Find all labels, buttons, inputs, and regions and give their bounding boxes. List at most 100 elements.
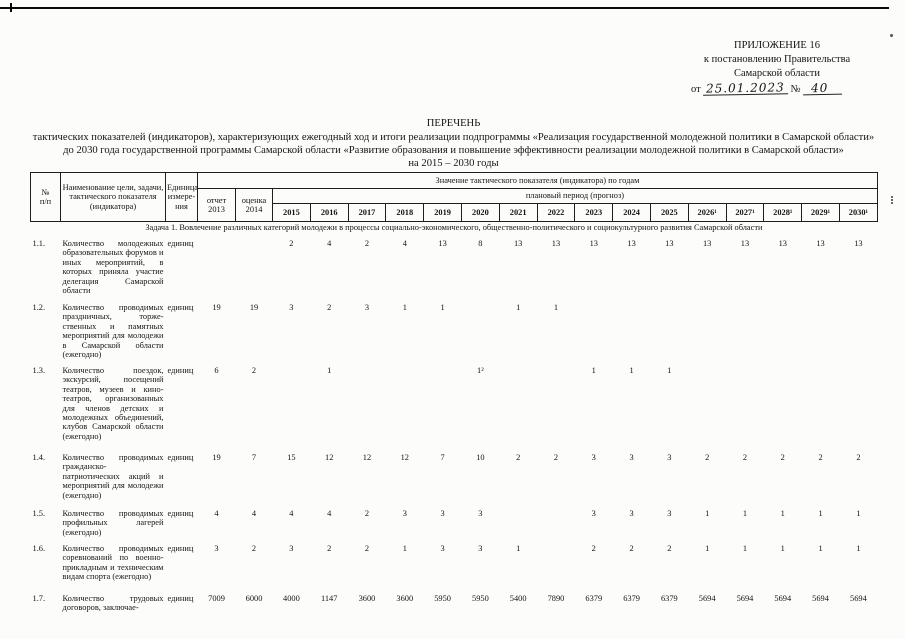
year-column-header: 2019	[423, 203, 462, 222]
col-header-values-group: Значение тактического показателя (индика…	[197, 172, 878, 189]
year-column-header: 2015	[272, 203, 311, 222]
number-sign: №	[790, 83, 801, 95]
value-cell: 1	[402, 303, 407, 312]
value-cell: 2	[364, 544, 370, 553]
value-cell: 19	[212, 453, 221, 462]
value-cell: 1	[440, 303, 445, 312]
value-cell	[688, 365, 726, 452]
appendix-title: ПРИЛОЖЕНИЕ 16	[734, 40, 820, 51]
value-cell: 1	[742, 509, 748, 518]
value-cell: 3	[214, 544, 219, 553]
value-cell	[726, 365, 764, 452]
value-cell	[764, 302, 802, 365]
value-cell: 4000	[283, 594, 300, 603]
unit-cell: единиц	[167, 594, 194, 603]
value-cell: 3	[667, 453, 672, 462]
appendix-line: Самарской области	[734, 67, 820, 79]
row-number-cell: 1.3.	[32, 366, 46, 375]
value-cell: 3	[289, 303, 294, 312]
year-column-header: 2026¹	[687, 203, 727, 222]
scan-edge-line	[0, 7, 889, 9]
value-cell: 13	[513, 239, 523, 248]
indicator-name-cell: Количество трудовых договоров, заключае-	[62, 594, 164, 613]
estimate-year: 2014	[245, 205, 263, 214]
value-cell: 1	[516, 303, 521, 312]
date-prefix: от	[691, 83, 701, 95]
value-cell: 2	[553, 453, 559, 462]
unit-cell: единиц	[167, 453, 194, 462]
value-cell	[537, 543, 575, 593]
section-heading-row: Задача 1. Вовлечение различных категорий…	[31, 222, 878, 239]
scan-noise-dot	[890, 34, 893, 37]
year-column-header: 2023	[574, 203, 614, 222]
table-row: 1.2. Количество проводимых праздничных, т…	[31, 302, 878, 365]
value-cell	[461, 302, 499, 365]
value-cell: 1	[705, 509, 710, 518]
row-number-cell: 1.4.	[32, 453, 46, 462]
value-cell: 7009	[208, 594, 225, 603]
document-title: ПЕРЕЧЕНЬ	[426, 118, 481, 129]
value-cell: 1	[780, 544, 785, 553]
value-cell: 5694	[812, 594, 829, 603]
value-cell: 1	[553, 303, 559, 312]
table-row: 1.5. Количество проводи­мых профильных ла…	[31, 508, 878, 543]
value-cell: 2	[364, 509, 370, 518]
value-cell: 4	[214, 509, 219, 518]
value-cell	[688, 302, 726, 365]
row-number-cell: 1.1.	[32, 239, 46, 248]
value-cell: 2	[327, 303, 332, 312]
year-column-header: 2027¹	[725, 203, 765, 222]
value-cell: 12	[400, 453, 409, 462]
row-number-cell: 1.7.	[32, 594, 46, 603]
value-cell: 6379	[585, 594, 603, 603]
value-cell: 7	[440, 453, 445, 462]
value-cell	[802, 302, 840, 365]
indicator-rows: Задача 1. Вовлечение различных категорий…	[31, 222, 878, 615]
value-cell: 7	[251, 453, 257, 462]
value-cell: 1	[780, 509, 785, 518]
value-cell: 5694	[774, 594, 792, 603]
indicator-name-cell: Количество проводи­мых гражданско-патрио…	[62, 453, 164, 500]
value-cell: 2	[742, 453, 748, 462]
unit-cell: единиц	[167, 239, 194, 248]
indicator-name-cell: Количество проводи­мых профильных лаге­р…	[62, 509, 164, 537]
value-cell: 1²	[477, 366, 484, 375]
value-cell	[726, 302, 764, 365]
unit-cell: единиц	[167, 544, 194, 553]
value-cell: 6	[214, 366, 219, 375]
value-cell: 3	[440, 509, 445, 518]
value-cell: 4	[327, 239, 332, 248]
value-cell	[386, 365, 424, 452]
value-cell: 3600	[396, 594, 414, 603]
table-row: 1.1. Количество молодежных образовательны…	[31, 238, 878, 302]
document-title-block: ПЕРЕЧЕНЬ тактических показателей (индика…	[30, 117, 877, 171]
value-cell	[802, 365, 840, 452]
year-column-header: 2028¹	[763, 203, 803, 222]
row-number-cell: 1.2.	[32, 303, 46, 312]
value-cell: 2	[629, 544, 634, 553]
value-cell: 1	[667, 366, 672, 375]
value-cell: 13	[778, 239, 787, 248]
value-cell: 13	[627, 239, 636, 248]
value-cell	[424, 365, 462, 452]
year-column-header: 2024	[612, 203, 651, 222]
value-cell: 3	[289, 544, 294, 553]
col-header-num: № п/п	[30, 172, 61, 222]
value-cell: 8	[478, 239, 483, 248]
handwritten-number: 40	[803, 80, 843, 95]
value-cell: 2	[289, 239, 294, 248]
value-cell: 7890	[547, 594, 565, 603]
value-cell: 6379	[623, 594, 640, 603]
value-cell: 5694	[698, 594, 716, 603]
value-cell: 13	[702, 239, 712, 248]
value-cell: 3600	[358, 594, 376, 603]
scan-noise-mark	[891, 196, 895, 204]
col-header-estimate-2014: оценка 2014	[235, 188, 273, 222]
value-cell: 3	[591, 509, 596, 518]
unit-cell: единиц	[167, 303, 194, 312]
indicators-table: № п/п Наименование цели, за­дачи, тактич…	[30, 172, 878, 615]
value-cell: 13	[438, 239, 447, 248]
indicator-name-cell: Количество проводи­мых соревнований по в…	[62, 544, 164, 582]
col-header-name: Наименование цели, за­дачи, тактического…	[60, 172, 166, 222]
value-cell	[839, 365, 877, 452]
